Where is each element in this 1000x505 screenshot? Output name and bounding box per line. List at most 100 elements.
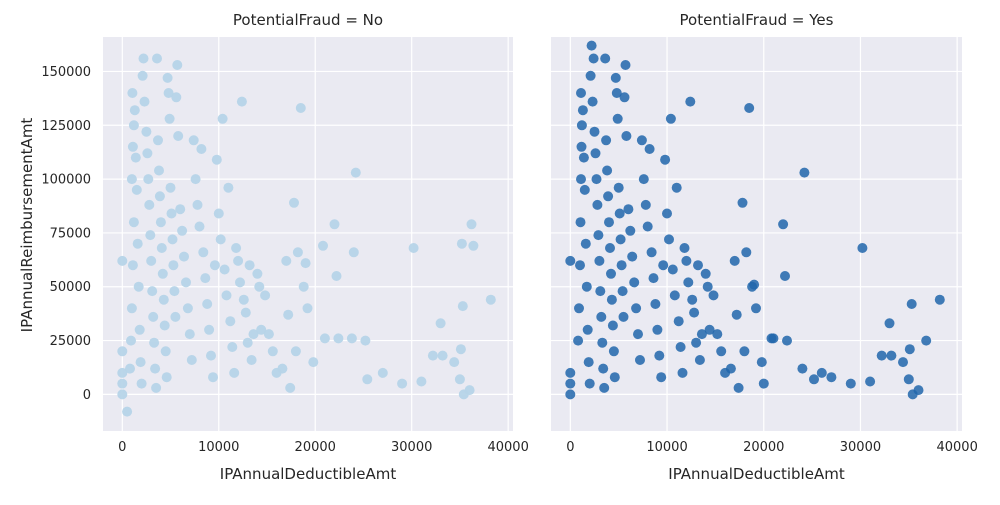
data-point <box>173 131 184 141</box>
data-point <box>627 251 638 262</box>
data-point <box>640 199 651 210</box>
data-point <box>198 247 209 258</box>
data-point <box>148 311 159 322</box>
data-point <box>213 208 224 219</box>
data-point <box>117 367 128 378</box>
data-point <box>126 303 137 314</box>
data-point <box>159 320 170 331</box>
data-point <box>782 335 792 346</box>
data-point <box>886 350 897 361</box>
data-point <box>196 144 207 154</box>
data-point <box>664 234 674 245</box>
data-point <box>716 346 727 357</box>
data-point <box>565 389 576 400</box>
data-point <box>130 152 141 163</box>
data-point <box>289 197 299 208</box>
data-point <box>156 243 167 253</box>
data-point <box>751 303 761 314</box>
data-point <box>660 154 671 165</box>
data-point <box>175 204 186 215</box>
data-points <box>117 53 496 417</box>
data-point <box>691 337 702 348</box>
data-point <box>127 260 138 271</box>
data-point <box>221 290 232 301</box>
data-point <box>689 307 700 318</box>
x-tick-label: 40000 <box>936 440 977 455</box>
data-point <box>648 273 659 284</box>
y-tick-label: 125000 <box>41 119 91 134</box>
data-point <box>131 184 142 195</box>
data-point <box>758 378 769 389</box>
data-point <box>127 88 138 98</box>
data-point <box>826 372 837 383</box>
data-point <box>646 247 657 258</box>
data-point <box>408 243 419 253</box>
data-point <box>141 126 152 137</box>
data-point <box>652 324 663 335</box>
data-point <box>898 357 908 368</box>
data-point <box>179 251 189 262</box>
data-point <box>633 329 643 340</box>
data-point <box>589 126 600 137</box>
data-point <box>696 329 707 340</box>
data-point <box>139 96 150 107</box>
data-point <box>797 363 808 374</box>
data-point <box>235 277 245 288</box>
data-point <box>588 53 599 64</box>
data-point <box>614 208 625 219</box>
data-point <box>662 208 672 219</box>
data-point <box>574 303 584 314</box>
data-point <box>168 260 179 271</box>
data-point <box>192 199 203 210</box>
data-point <box>573 335 584 346</box>
data-point <box>252 268 263 279</box>
data-point <box>144 199 155 210</box>
data-point <box>671 182 682 193</box>
data-point <box>903 374 914 385</box>
data-point <box>177 225 188 236</box>
data-point <box>160 346 171 357</box>
data-point <box>606 268 616 279</box>
data-point <box>122 406 133 417</box>
data-point <box>244 260 255 271</box>
data-point <box>700 268 711 279</box>
x-axis-label: IPAnnualDeductibleAmt <box>220 465 397 483</box>
data-point <box>809 374 819 385</box>
data-point <box>240 307 251 318</box>
data-point <box>683 277 694 288</box>
data-point <box>151 382 162 393</box>
data-point <box>154 191 165 202</box>
data-point <box>744 103 755 113</box>
y-tick-label: 100000 <box>41 173 91 188</box>
data-point <box>604 217 614 228</box>
data-point <box>592 199 603 210</box>
data-point <box>756 357 767 368</box>
data-point <box>621 131 632 141</box>
x-tick-label: 30000 <box>391 440 432 455</box>
data-point <box>300 258 311 269</box>
data-point <box>333 333 344 344</box>
data-point <box>615 234 626 245</box>
data-point <box>166 208 177 219</box>
data-point <box>675 342 686 352</box>
data-point <box>181 277 191 288</box>
data-point <box>143 174 154 185</box>
plot-area <box>103 37 513 431</box>
data-point <box>577 105 588 116</box>
data-point <box>591 174 602 185</box>
data-point <box>350 167 361 178</box>
data-point <box>165 182 176 193</box>
data-point <box>277 363 288 374</box>
data-point <box>642 221 653 232</box>
data-point <box>687 294 698 305</box>
data-point <box>223 182 234 193</box>
data-point <box>200 273 211 284</box>
x-tick-label: 40000 <box>487 440 528 455</box>
data-point <box>125 363 135 374</box>
data-point <box>292 247 303 258</box>
y-tick-label: 75000 <box>50 226 91 241</box>
data-point <box>435 318 446 329</box>
data-point <box>464 385 475 396</box>
data-point <box>921 335 932 346</box>
